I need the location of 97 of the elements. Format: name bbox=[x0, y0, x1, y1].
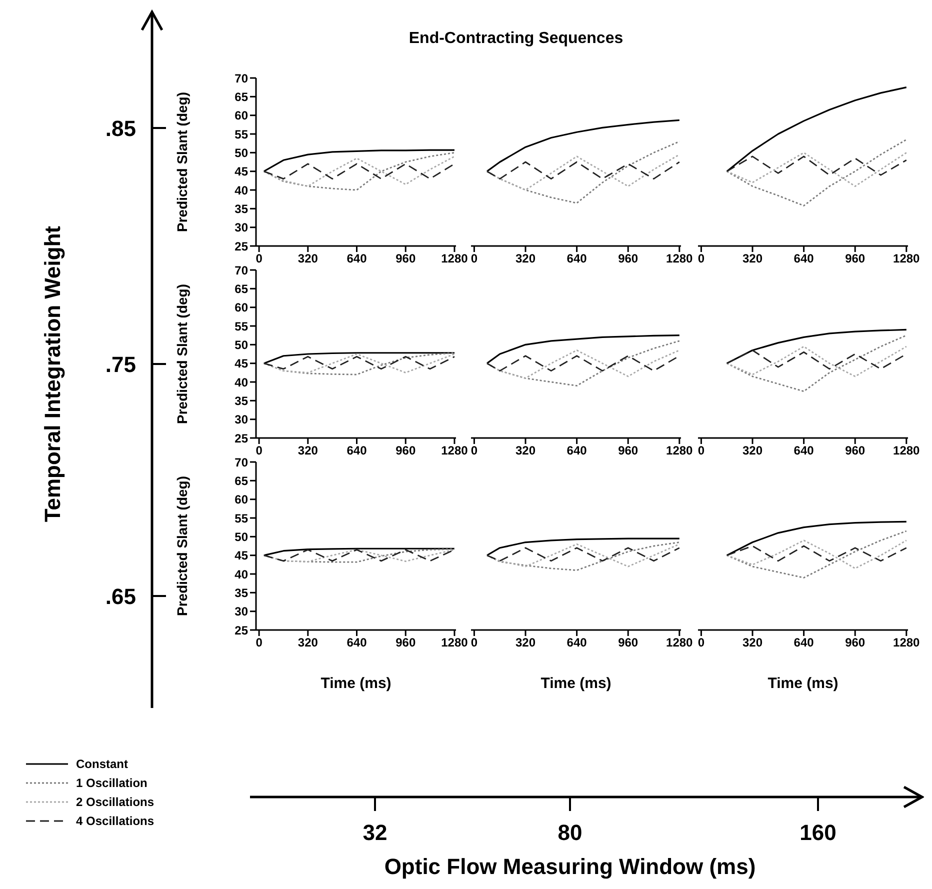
x-tick-label: 640 bbox=[794, 252, 814, 266]
x-tick-label: 1280 bbox=[666, 252, 694, 266]
x-tick-label: 640 bbox=[346, 636, 368, 650]
x-tick-label: 640 bbox=[566, 444, 588, 458]
y-axis-title: Predicted Slant (deg) bbox=[174, 284, 190, 424]
text: Temporal Integration Weight bbox=[40, 225, 65, 522]
x-axis-title: Time (ms) bbox=[540, 675, 612, 692]
legend-label: 1 Oscillation bbox=[76, 776, 148, 790]
x-axis-title: Time (ms) bbox=[320, 675, 392, 692]
y-tick-label: 60 bbox=[234, 492, 248, 507]
y-tick-label: 55 bbox=[234, 127, 248, 142]
x-tick-label: 960 bbox=[618, 444, 638, 458]
line-series bbox=[263, 352, 456, 364]
x-tick-label: 960 bbox=[396, 252, 416, 266]
y-axis-title: Predicted Slant (deg) bbox=[174, 92, 190, 232]
x-tick-label: 960 bbox=[845, 636, 866, 650]
y-tick-label: 35 bbox=[234, 394, 248, 408]
text: 160 bbox=[800, 820, 836, 845]
y-tick-label: 25 bbox=[234, 431, 248, 446]
x-tick-label: 0 bbox=[698, 444, 705, 458]
x-tick-label: 1280 bbox=[893, 252, 920, 266]
y-tick-label: 60 bbox=[234, 108, 248, 123]
text: 32 bbox=[362, 820, 388, 845]
x-tick-label: 320 bbox=[298, 252, 318, 266]
y-tick-label: 40 bbox=[234, 567, 248, 582]
x-tick-label: 960 bbox=[845, 252, 866, 266]
y-axis-title: Predicted Slant (deg) bbox=[174, 476, 190, 616]
x-tick-label: 1280 bbox=[666, 444, 694, 458]
x-tick-label: 960 bbox=[618, 636, 638, 650]
y-tick-label: 65 bbox=[234, 90, 248, 104]
x-tick-label: 320 bbox=[742, 636, 763, 650]
y-tick-label: 30 bbox=[234, 604, 248, 619]
y-tick-label: 70 bbox=[234, 71, 248, 86]
x-tick-label: 0 bbox=[470, 252, 478, 266]
y-tick-label: 45 bbox=[234, 164, 248, 179]
y-tick-label: 25 bbox=[234, 623, 248, 638]
text: Optic Flow Measuring Window (ms) bbox=[384, 854, 756, 879]
y-tick-label: 70 bbox=[234, 263, 248, 278]
x-tick-label: 1280 bbox=[666, 636, 694, 650]
x-tick-label: 1280 bbox=[441, 252, 468, 266]
y-tick-label: 40 bbox=[234, 375, 248, 390]
y-tick-label: 65 bbox=[234, 282, 248, 296]
y-tick-label: 30 bbox=[234, 412, 248, 427]
x-tick-label: 960 bbox=[845, 444, 866, 458]
x-tick-label: 640 bbox=[346, 252, 368, 266]
y-tick-label: 50 bbox=[234, 338, 248, 352]
x-tick-label: 0 bbox=[256, 444, 263, 458]
x-tick-label: 1280 bbox=[441, 444, 468, 458]
legend-label: 2 Oscillations bbox=[76, 794, 154, 808]
x-tick-label: 320 bbox=[515, 252, 536, 266]
x-tick-label: 320 bbox=[515, 444, 536, 458]
y-tick-label: 55 bbox=[234, 511, 248, 526]
x-tick-label: 640 bbox=[794, 636, 814, 650]
text: .65 bbox=[105, 584, 136, 609]
y-tick-label: 50 bbox=[234, 146, 248, 160]
line-series bbox=[263, 149, 456, 172]
x-tick-label: 0 bbox=[470, 444, 478, 458]
x-tick-label: 1280 bbox=[893, 444, 920, 458]
y-tick-label: 50 bbox=[234, 530, 248, 544]
text: End-Contracting Sequences bbox=[408, 30, 624, 48]
x-tick-label: 0 bbox=[256, 252, 263, 266]
x-tick-label: 640 bbox=[566, 252, 588, 266]
y-tick-label: 25 bbox=[234, 239, 248, 254]
x-tick-label: 0 bbox=[470, 636, 478, 650]
x-tick-label: 960 bbox=[396, 444, 416, 458]
legend-label: Constant bbox=[76, 756, 128, 770]
x-tick-label: 0 bbox=[256, 636, 263, 650]
x-tick-label: 1280 bbox=[441, 636, 468, 650]
y-tick-label: 35 bbox=[234, 586, 248, 600]
x-tick-label: 320 bbox=[298, 636, 318, 650]
x-tick-label: 320 bbox=[515, 636, 536, 650]
x-tick-label: 960 bbox=[396, 636, 416, 650]
y-tick-label: 45 bbox=[234, 356, 248, 371]
y-tick-label: 30 bbox=[234, 220, 248, 235]
text: 80 bbox=[558, 820, 582, 845]
x-tick-label: 320 bbox=[298, 444, 318, 458]
x-tick-label: 0 bbox=[698, 636, 705, 650]
legend-label: 4 Oscillations bbox=[76, 814, 154, 828]
y-tick-label: 60 bbox=[234, 300, 248, 315]
x-tick-label: 320 bbox=[742, 252, 763, 266]
y-tick-label: 40 bbox=[234, 183, 248, 198]
text: .85 bbox=[105, 116, 136, 141]
x-tick-label: 640 bbox=[794, 444, 814, 458]
x-tick-label: 640 bbox=[566, 636, 588, 650]
x-axis-title: Time (ms) bbox=[768, 675, 838, 692]
line-series bbox=[263, 548, 456, 556]
text: .75 bbox=[105, 352, 136, 377]
x-tick-label: 1280 bbox=[893, 636, 920, 650]
x-tick-label: 0 bbox=[698, 252, 705, 266]
y-tick-label: 55 bbox=[234, 319, 248, 334]
y-tick-label: 45 bbox=[234, 548, 248, 563]
x-tick-label: 320 bbox=[742, 444, 763, 458]
y-tick-label: 35 bbox=[234, 202, 248, 216]
y-tick-label: 65 bbox=[234, 474, 248, 488]
x-tick-label: 960 bbox=[618, 252, 638, 266]
x-tick-label: 640 bbox=[346, 444, 368, 458]
y-tick-label: 70 bbox=[234, 455, 248, 470]
